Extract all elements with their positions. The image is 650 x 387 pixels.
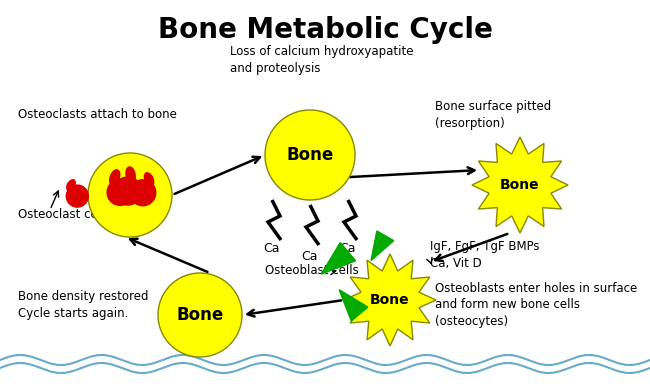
Polygon shape bbox=[339, 290, 368, 321]
Text: Bone density restored
Cycle starts again.: Bone density restored Cycle starts again… bbox=[18, 290, 148, 320]
Ellipse shape bbox=[126, 167, 135, 183]
Text: Bone Metabolic Cycle: Bone Metabolic Cycle bbox=[157, 16, 493, 44]
Polygon shape bbox=[472, 137, 568, 233]
Text: Osteoblasts enter holes in surface
and form new bone cells
(osteocytes): Osteoblasts enter holes in surface and f… bbox=[435, 281, 637, 329]
Ellipse shape bbox=[110, 170, 120, 185]
Circle shape bbox=[114, 177, 142, 205]
Text: Bone: Bone bbox=[176, 306, 224, 324]
Polygon shape bbox=[321, 243, 356, 274]
Text: Bone: Bone bbox=[107, 186, 153, 204]
Ellipse shape bbox=[144, 173, 153, 186]
Text: Ca: Ca bbox=[340, 242, 356, 255]
Circle shape bbox=[88, 153, 172, 237]
Circle shape bbox=[107, 179, 133, 205]
Polygon shape bbox=[344, 254, 436, 346]
Polygon shape bbox=[371, 231, 394, 260]
Circle shape bbox=[158, 273, 242, 357]
Text: Osteoclast cells: Osteoclast cells bbox=[18, 209, 111, 221]
Circle shape bbox=[66, 185, 88, 207]
Text: Osteoclasts attach to bone: Osteoclasts attach to bone bbox=[18, 108, 177, 122]
Text: Loss of calcium hydroxyapatite
and proteolysis: Loss of calcium hydroxyapatite and prote… bbox=[230, 45, 413, 75]
Circle shape bbox=[130, 180, 156, 206]
Text: Bone: Bone bbox=[370, 293, 410, 307]
Circle shape bbox=[265, 110, 355, 200]
Text: Bone: Bone bbox=[287, 146, 333, 164]
Text: Bone surface pitted
(resorption): Bone surface pitted (resorption) bbox=[435, 100, 551, 130]
Text: Bone: Bone bbox=[500, 178, 540, 192]
Text: Osteoblast cells: Osteoblast cells bbox=[265, 264, 359, 276]
Text: Ca: Ca bbox=[302, 250, 318, 263]
Text: Ca: Ca bbox=[264, 242, 280, 255]
Ellipse shape bbox=[67, 180, 75, 191]
Text: IgF, FgF, TgF BMPs
Ca, Vit D: IgF, FgF, TgF BMPs Ca, Vit D bbox=[430, 240, 540, 270]
